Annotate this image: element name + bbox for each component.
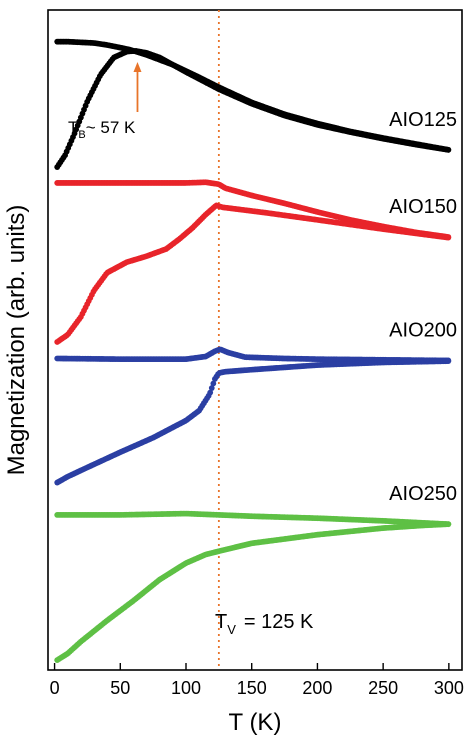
- x-tick-label: 200: [302, 678, 332, 698]
- x-tick-label: 300: [434, 678, 464, 698]
- data-point: [207, 389, 214, 396]
- data-point: [445, 521, 452, 528]
- x-tick-label: 150: [237, 678, 267, 698]
- tv-symbol: T: [215, 611, 227, 633]
- tv-subscript: V: [227, 622, 236, 637]
- tb-value: ~ 57 K: [86, 118, 136, 137]
- series-aio200: [54, 346, 452, 486]
- label-layer: AIO125 AIO150 AIO200 AIO250 T (K) Magnetizati…: [3, 109, 457, 736]
- plot-frame: [47, 9, 463, 671]
- tb-symbol: T: [68, 118, 78, 137]
- tb-arrow: [133, 62, 142, 112]
- series-layer: [54, 38, 452, 663]
- x-tick-label: 0: [50, 678, 60, 698]
- tb-subscript: B: [78, 129, 85, 141]
- tv-value: = 125 K: [244, 611, 314, 633]
- data-point: [208, 385, 215, 391]
- series-aio150: [54, 179, 452, 345]
- series-aio125: [54, 38, 452, 170]
- x-tick-label: 100: [171, 678, 201, 698]
- data-point: [445, 234, 452, 241]
- data-point: [445, 146, 452, 153]
- y-axis-title: Magnetization (arb. units): [3, 205, 30, 476]
- series-label-aio125: AIO125: [389, 109, 457, 131]
- tick-layer: 0 50 100 150 200 250 300: [50, 663, 464, 698]
- annotation-layer: TB~ 57 KTV = 125 K: [68, 62, 314, 637]
- x-axis-title: T (K): [229, 709, 282, 736]
- tb-arrow-head: [133, 62, 142, 72]
- series-label-aio250: AIO250: [389, 483, 457, 505]
- x-tick-label: 50: [110, 678, 130, 698]
- series-aio250: [54, 510, 452, 663]
- tb-annotation: TB~ 57 K: [68, 118, 136, 141]
- x-tick-label: 250: [368, 678, 398, 698]
- tv-annotation: TV = 125 K: [215, 611, 314, 637]
- data-point: [445, 358, 452, 365]
- series-label-aio150: AIO150: [389, 196, 457, 218]
- data-point: [210, 380, 217, 387]
- series-label-aio200: AIO200: [389, 319, 457, 341]
